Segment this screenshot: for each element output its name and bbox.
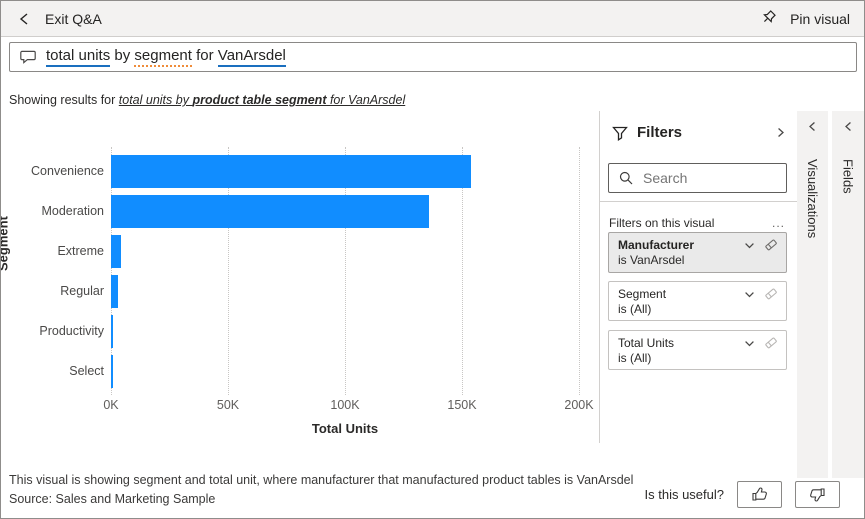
gridline bbox=[462, 147, 463, 395]
gridlines bbox=[111, 147, 580, 395]
plot-area bbox=[111, 151, 579, 391]
visual-description: This visual is showing segment and total… bbox=[9, 473, 634, 487]
footer: This visual is showing segment and total… bbox=[1, 461, 864, 518]
main-area: Segment Convenience Moderation Extreme Regu… bbox=[1, 111, 864, 461]
visualizations-panel-collapsed[interactable]: Visualizations bbox=[797, 111, 828, 478]
eraser-icon[interactable] bbox=[764, 238, 778, 252]
interpretation-link[interactable]: total units by product table segment for… bbox=[118, 93, 406, 107]
filters-divider bbox=[600, 201, 797, 202]
gridline bbox=[579, 147, 580, 395]
comment-icon bbox=[19, 48, 37, 66]
filters-collapse-button[interactable] bbox=[774, 126, 787, 139]
bar-regular[interactable] bbox=[111, 274, 119, 308]
showing-results-prefix: Showing results for bbox=[9, 93, 119, 107]
pin-visual-button[interactable]: Pin visual bbox=[760, 9, 850, 28]
showing-results-row: Showing results for total units by produ… bbox=[1, 89, 864, 111]
gridline bbox=[111, 147, 112, 395]
x-tick-label: 50K bbox=[216, 398, 240, 412]
x-tick-label: 0K bbox=[103, 398, 119, 412]
x-tick-label: 100K bbox=[330, 398, 360, 412]
bar-select[interactable] bbox=[111, 354, 113, 388]
filter-funnel-icon bbox=[612, 125, 628, 141]
expand-fields-chevron-icon[interactable] bbox=[842, 120, 855, 133]
question-term-total-units: total units bbox=[46, 47, 111, 67]
filter-card-name: Segment bbox=[618, 287, 667, 301]
search-icon bbox=[618, 170, 634, 186]
filter-card-condition: is (All) bbox=[618, 351, 652, 365]
question-connector: by bbox=[110, 47, 135, 64]
chevron-down-icon[interactable] bbox=[743, 288, 756, 301]
filter-card-name: Manufacturer bbox=[618, 238, 695, 252]
thumbs-up-button[interactable] bbox=[737, 481, 782, 508]
x-axis-ticks: 0K 50K 100K 150K 200K bbox=[103, 398, 593, 414]
filter-card-manufacturer[interactable]: Manufacturer is VanArsdel bbox=[608, 232, 787, 273]
bar-extreme[interactable] bbox=[111, 234, 122, 268]
filters-pane: Filters Filters on this visual ... Manuf… bbox=[600, 111, 797, 461]
filters-more-options-button[interactable]: ... bbox=[771, 216, 785, 230]
bar-convenience[interactable] bbox=[111, 154, 472, 188]
filter-card-total-units[interactable]: Total Units is (All) bbox=[608, 330, 787, 370]
filter-card-condition: is (All) bbox=[618, 302, 652, 316]
filter-card-name: Total Units bbox=[618, 336, 675, 350]
filters-search-box[interactable] bbox=[608, 163, 787, 193]
x-axis-title: Total Units bbox=[311, 421, 379, 436]
exit-qna-button[interactable]: Exit Q&A bbox=[17, 11, 102, 27]
chart-filters-divider bbox=[599, 111, 600, 443]
back-chevron-icon bbox=[17, 11, 33, 27]
gridline bbox=[228, 147, 229, 395]
eraser-icon[interactable] bbox=[764, 287, 778, 301]
exit-qna-label: Exit Q&A bbox=[45, 10, 102, 27]
thumbs-down-button[interactable] bbox=[795, 481, 840, 508]
category-label: Productivity bbox=[39, 324, 104, 338]
question-connector2: for bbox=[191, 47, 218, 64]
question-term-vanarsdel: VanArsdel bbox=[217, 47, 286, 67]
category-label: Regular bbox=[60, 284, 104, 298]
feedback-area: Is this useful? bbox=[644, 481, 840, 508]
filters-header: Filters bbox=[612, 124, 787, 141]
bar-productivity[interactable] bbox=[111, 314, 113, 348]
filter-card-condition: is VanArsdel bbox=[618, 253, 685, 267]
eraser-icon[interactable] bbox=[764, 336, 778, 350]
category-labels: Convenience Moderation Extreme Regular Produ… bbox=[1, 151, 104, 391]
chevron-down-icon[interactable] bbox=[743, 337, 756, 350]
bar-moderation[interactable] bbox=[111, 194, 430, 228]
filter-card-segment[interactable]: Segment is (All) bbox=[608, 281, 787, 321]
filters-search-input[interactable] bbox=[643, 170, 753, 186]
category-label: Select bbox=[69, 364, 104, 378]
x-tick-label: 200K bbox=[564, 398, 594, 412]
question-text: total units by segment for VanArsdel bbox=[46, 47, 286, 67]
top-bar: Exit Q&A Pin visual bbox=[1, 1, 864, 37]
data-source: Source: Sales and Marketing Sample bbox=[9, 492, 216, 506]
x-tick-label: 150K bbox=[447, 398, 477, 412]
feedback-label: Is this useful? bbox=[644, 487, 725, 502]
category-label: Convenience bbox=[31, 164, 104, 178]
category-label: Extreme bbox=[57, 244, 104, 258]
expand-visualizations-chevron-icon[interactable] bbox=[806, 120, 819, 133]
filters-on-visual-row: Filters on this visual ... bbox=[609, 216, 785, 230]
question-term-segment: segment bbox=[134, 47, 192, 67]
filters-title: Filters bbox=[637, 124, 683, 141]
question-row: total units by segment for VanArsdel bbox=[1, 37, 864, 89]
pin-visual-label: Pin visual bbox=[790, 10, 850, 27]
category-label: Moderation bbox=[41, 204, 104, 218]
question-input[interactable]: total units by segment for VanArsdel bbox=[9, 42, 857, 72]
visualizations-panel-label: Visualizations bbox=[805, 159, 820, 239]
gridline bbox=[345, 147, 346, 395]
filters-on-visual-label: Filters on this visual bbox=[609, 216, 715, 230]
fields-panel-collapsed[interactable]: Fields bbox=[832, 111, 864, 478]
bar-chart-visual[interactable]: Segment Convenience Moderation Extreme Regu… bbox=[1, 111, 599, 461]
fields-panel-label: Fields bbox=[840, 159, 856, 194]
chevron-down-icon[interactable] bbox=[743, 239, 756, 252]
pin-icon bbox=[760, 9, 778, 28]
